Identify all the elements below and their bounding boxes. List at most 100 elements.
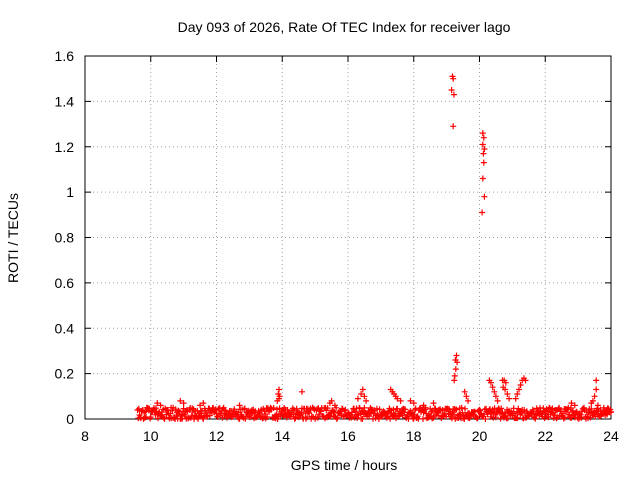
baseline-point [141,414,148,421]
data-point [397,397,404,404]
y-tick-label: 1.2 [55,139,75,155]
data-point [236,402,243,409]
baseline-point [387,407,394,414]
baseline-point [333,415,340,422]
baseline-point [228,414,235,421]
baseline-point [551,412,558,419]
baseline-point [450,411,457,418]
data-point [506,395,513,402]
baseline-point [411,411,418,418]
baseline-point [383,414,390,421]
data-point [452,366,459,373]
baseline-point [428,408,435,415]
baseline-point [541,415,548,422]
baseline-point [504,415,511,422]
data-point [450,91,457,98]
data-point [453,352,460,359]
data-point [420,402,427,409]
y-tick-label: 1.6 [55,48,75,64]
baseline-point [146,405,153,412]
baseline-point [492,414,499,421]
y-tick-label: 1.4 [55,93,75,109]
y-axis-title: ROTI / TECUs [5,193,21,283]
baseline-point [158,409,165,416]
baseline-point [474,415,481,422]
data-point [299,388,305,395]
data-point [359,386,366,393]
y-tick-labels: 0 0.2 0.4 0.6 0.8 1 1.2 1.4 1.6 [55,48,75,427]
baseline-point [354,415,361,421]
baseline-point [256,410,263,417]
data-point [516,386,522,393]
x-tick-labels: 8 10 12 14 16 18 20 22 24 [81,428,619,444]
data-points [134,73,614,422]
baseline-point [420,415,426,422]
baseline-point [462,405,468,412]
baseline-point [270,405,277,411]
y-tick-label: 0.2 [55,366,75,382]
data-point [430,400,437,407]
baseline-point [160,415,167,421]
data-point [512,395,519,402]
data-point [461,388,468,395]
data-point [274,397,281,404]
data-point [593,377,600,384]
baseline-point [453,406,460,413]
data-point [177,397,184,404]
x-tick-label: 20 [472,428,488,444]
data-point [594,402,601,409]
baseline-point [220,404,227,411]
data-point [331,402,338,409]
data-point [363,397,370,404]
baseline-point [373,405,380,412]
data-point [410,400,417,407]
baseline-point [264,414,271,420]
baseline-point [578,414,585,421]
baseline-point [560,415,567,422]
data-point [480,159,487,166]
baseline-point [597,406,604,413]
baseline-point [153,405,159,412]
data-point [197,402,204,409]
x-tick-label: 16 [340,428,356,444]
data-point [588,400,595,407]
baseline-point [314,414,321,421]
baseline-point [476,406,483,413]
data-point [276,386,282,393]
data-point [481,146,488,152]
baseline-point [498,405,505,412]
x-tick-label: 10 [143,428,159,444]
data-point [494,397,501,404]
baseline-point [361,404,368,411]
baseline-point [502,409,509,416]
baseline-point [588,405,595,412]
data-point [354,395,361,402]
baseline-point [467,413,474,420]
data-point [502,379,509,386]
data-point [154,400,161,407]
data-point [394,395,401,402]
baseline-point [435,412,442,419]
baseline-point [556,404,563,411]
data-point [200,400,207,407]
data-point [522,377,529,384]
x-tick-label: 24 [603,428,619,444]
baseline-point [366,413,372,420]
baseline-point [169,407,176,414]
data-point [593,386,600,393]
baseline-point [292,414,299,421]
x-tick-label: 8 [81,428,89,444]
data-point [591,393,598,400]
y-tick-label: 0 [66,411,74,427]
baseline-point [560,410,566,417]
baseline-point [324,405,331,412]
data-point [479,209,486,216]
x-axis-title: GPS time / hours [291,457,398,473]
x-tick-label: 14 [274,428,290,444]
chart-title: Day 093 of 2026, Rate Of TEC Index for r… [178,19,511,35]
y-tick-label: 0.8 [55,230,75,246]
data-point [488,379,494,386]
baseline-point [241,405,248,412]
data-point [502,386,509,393]
